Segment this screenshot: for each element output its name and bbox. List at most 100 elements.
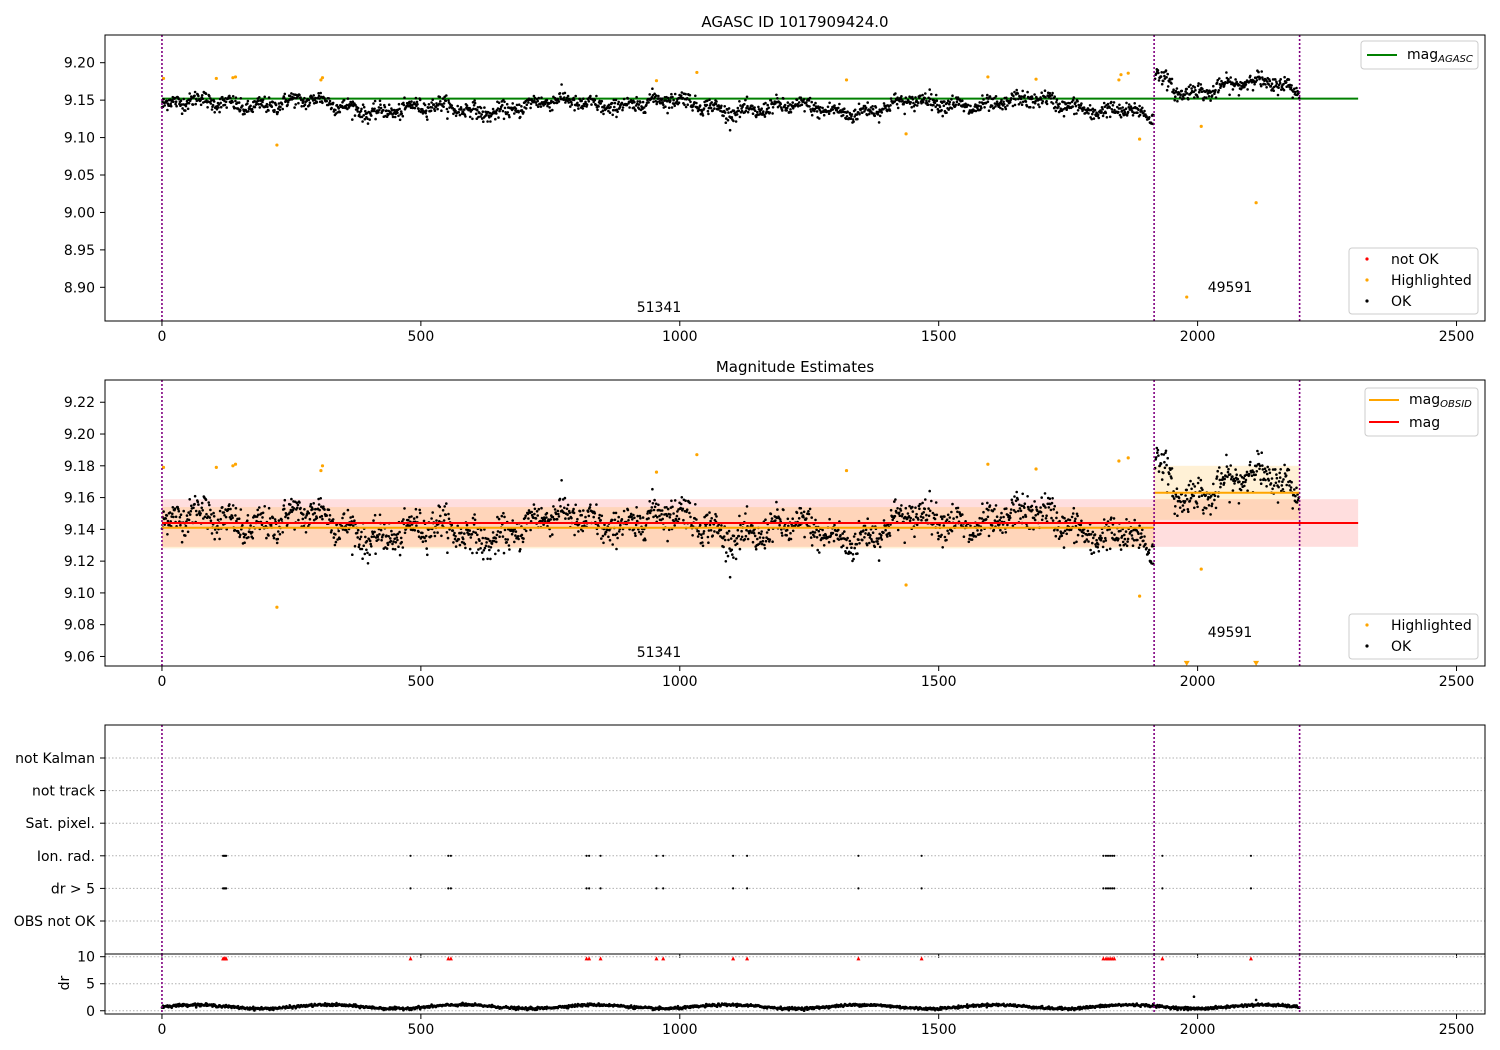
- ok-point: [1162, 79, 1165, 83]
- ok-point: [608, 111, 612, 114]
- ok-point: [1170, 82, 1173, 85]
- ok-point: [657, 503, 660, 507]
- ok-point: [557, 515, 561, 518]
- ok-point: [328, 99, 332, 103]
- ok-point: [1219, 482, 1223, 485]
- ok-point: [611, 533, 615, 537]
- ok-point: [763, 543, 766, 547]
- ok-point: [802, 98, 806, 101]
- ok-point: [520, 533, 524, 537]
- ok-point: [247, 536, 250, 539]
- ok-point: [361, 557, 364, 560]
- ok-point: [664, 105, 667, 108]
- ok-point: [1002, 515, 1005, 519]
- ok-point: [1157, 454, 1160, 457]
- ok-point: [1289, 488, 1292, 492]
- highlighted-point: [233, 462, 238, 466]
- ok-point: [1215, 81, 1219, 85]
- ok-point: [433, 531, 436, 534]
- ok-point: [1182, 97, 1186, 100]
- ok-point: [402, 101, 405, 105]
- ok-point: [1019, 97, 1023, 101]
- ok-point: [1200, 90, 1204, 93]
- ok-point: [1033, 500, 1036, 503]
- ok-point: [711, 534, 714, 537]
- ok-point: [952, 517, 955, 520]
- ok-point: [1163, 460, 1166, 464]
- ok-point: [302, 513, 305, 516]
- ok-point: [397, 545, 400, 548]
- ok-point: [392, 108, 396, 112]
- ok-point: [1018, 503, 1021, 507]
- flag-point: [588, 887, 591, 890]
- x-tick-label: 1500: [921, 329, 957, 345]
- ok-point: [1102, 101, 1106, 105]
- ok-point: [1074, 101, 1077, 104]
- ok-point: [1041, 514, 1045, 518]
- highlighted-point: [1254, 201, 1258, 205]
- ok-point: [852, 120, 855, 123]
- ok-point: [299, 96, 302, 99]
- ok-point: [1268, 471, 1272, 475]
- ok-point: [1110, 108, 1114, 111]
- ok-point: [211, 103, 215, 107]
- ok-point: [1015, 490, 1018, 494]
- ok-point: [625, 103, 629, 107]
- ok-point: [927, 507, 930, 510]
- ok-point: [533, 507, 537, 511]
- ok-point: [769, 99, 773, 102]
- panel-mag-obsid-label-1: 51341: [637, 645, 682, 661]
- ok-point: [614, 511, 618, 515]
- ok-point: [745, 528, 748, 532]
- ok-point: [871, 531, 875, 534]
- ok-point: [600, 537, 603, 540]
- ok-point: [378, 108, 381, 112]
- flag-point: [447, 887, 450, 890]
- ok-point: [297, 101, 300, 105]
- ok-point: [328, 514, 332, 517]
- ok-point: [1043, 89, 1047, 92]
- ok-point: [919, 94, 922, 98]
- ok-point: [808, 96, 812, 100]
- ok-point: [853, 546, 856, 550]
- ok-point: [877, 121, 881, 124]
- ok-point: [359, 109, 363, 113]
- ok-point: [1166, 456, 1169, 460]
- ok-point: [1101, 107, 1104, 111]
- ok-point: [812, 533, 815, 536]
- ok-point: [193, 502, 196, 506]
- ok-point: [593, 98, 597, 102]
- ok-point: [1264, 469, 1268, 473]
- ok-point: [781, 534, 784, 537]
- ok-point: [1112, 517, 1116, 520]
- ok-point: [635, 95, 638, 99]
- ok-point: [476, 533, 479, 537]
- ok-point: [763, 115, 767, 118]
- ok-point: [1190, 87, 1193, 90]
- ok-point: [553, 101, 556, 105]
- ok-point: [292, 507, 296, 510]
- flag-point: [1102, 854, 1105, 857]
- ok-point: [473, 101, 477, 105]
- ok-point: [928, 509, 932, 513]
- ok-point: [911, 505, 914, 509]
- ok-point: [729, 537, 733, 540]
- ok-point: [844, 551, 848, 555]
- ok-point: [633, 100, 636, 104]
- ok-point: [576, 517, 579, 521]
- ok-point: [1007, 518, 1011, 521]
- ok-point: [583, 104, 586, 108]
- ok-point: [335, 103, 339, 107]
- ok-point: [827, 540, 831, 544]
- ok-point: [399, 110, 403, 113]
- ok-point: [896, 106, 900, 110]
- ok-point: [884, 106, 887, 110]
- ok-point: [1138, 524, 1141, 528]
- ok-point: [585, 103, 589, 106]
- ok-point: [1277, 480, 1281, 483]
- ok-point: [563, 96, 566, 99]
- ok-point: [1071, 512, 1075, 515]
- ok-point: [1080, 102, 1083, 105]
- ok-point: [936, 103, 939, 107]
- ok-point: [503, 106, 507, 110]
